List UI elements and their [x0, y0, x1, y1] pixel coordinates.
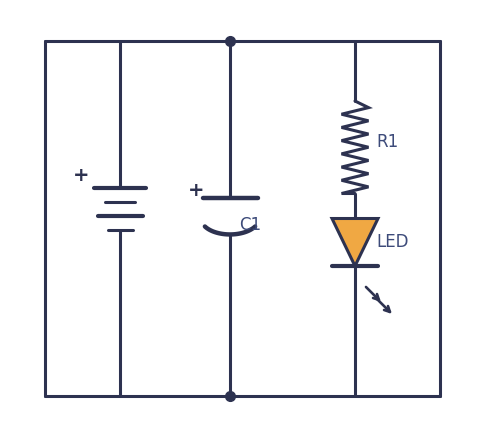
- Text: LED: LED: [376, 233, 408, 251]
- Text: C1: C1: [239, 216, 261, 234]
- Text: R1: R1: [376, 133, 398, 151]
- Text: +: +: [188, 181, 204, 200]
- Polygon shape: [332, 218, 378, 266]
- Text: +: +: [73, 166, 89, 184]
